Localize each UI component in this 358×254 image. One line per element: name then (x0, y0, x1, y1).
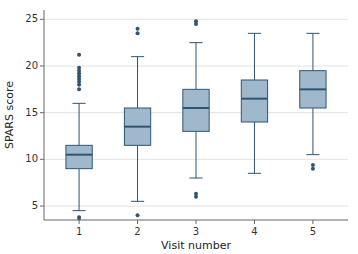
y-axis-label: SPARS score (3, 81, 16, 149)
y-tick-label: 25 (25, 13, 38, 24)
median (241, 98, 267, 100)
y-tick (40, 206, 44, 207)
y-tick (40, 66, 44, 67)
y-tick (40, 112, 44, 113)
x-tick (137, 220, 138, 224)
cap-low (189, 178, 202, 179)
x-tick-label: 2 (134, 226, 140, 237)
cap-high (73, 103, 86, 104)
x-tick-label: 5 (310, 226, 316, 237)
x-axis-line (44, 220, 348, 221)
median (300, 88, 326, 90)
cap-high (248, 33, 261, 34)
whisker-low (196, 131, 197, 178)
box (183, 89, 209, 131)
cap-low (73, 210, 86, 211)
y-tick-label: 10 (25, 153, 38, 164)
flier (311, 167, 315, 171)
box (300, 71, 326, 108)
whisker-low (254, 122, 255, 173)
flier (77, 66, 81, 70)
box-group (66, 53, 92, 220)
flier (136, 31, 140, 35)
whisker-high (312, 33, 313, 70)
flier (194, 19, 198, 23)
cap-low (131, 201, 144, 202)
whisker-low (137, 145, 138, 201)
y-tick-label: 15 (25, 107, 38, 118)
y-tick (40, 19, 44, 20)
y-tick-label: 5 (32, 200, 38, 211)
flier (77, 215, 81, 219)
whisker-high (196, 43, 197, 90)
cap-high (189, 42, 202, 43)
flier (77, 87, 81, 91)
chart: 5 10 15 20 25 1 2 3 4 5 Visit number SPARS score (0, 0, 358, 254)
box-group (183, 19, 209, 198)
box-group (124, 27, 150, 218)
median (124, 126, 150, 128)
flier (311, 163, 315, 167)
cap-low (306, 154, 319, 155)
box (241, 80, 267, 122)
box (66, 145, 92, 168)
x-tick (79, 220, 80, 224)
y-axis-line (44, 10, 45, 220)
whisker-low (79, 169, 80, 211)
median (66, 154, 92, 156)
whisker-low (312, 108, 313, 155)
whisker-high (79, 103, 80, 145)
median (183, 107, 209, 109)
whisker-high (254, 33, 255, 80)
flier (77, 53, 81, 57)
cap-high (131, 56, 144, 57)
x-tick (196, 220, 197, 224)
grid-line (44, 206, 348, 207)
x-tick-label: 1 (76, 226, 82, 237)
y-tick-label: 20 (25, 60, 38, 71)
flier (136, 213, 140, 217)
whisker-high (137, 57, 138, 108)
x-tick-label: 3 (193, 226, 199, 237)
flier (194, 192, 198, 196)
x-tick-label: 4 (251, 226, 257, 237)
cap-high (306, 33, 319, 34)
x-tick (312, 220, 313, 224)
boxes (66, 19, 326, 220)
box (124, 108, 150, 145)
flier (136, 27, 140, 31)
box-group (300, 33, 326, 170)
x-tick (254, 220, 255, 224)
box-group (241, 33, 267, 173)
grid (44, 19, 348, 206)
x-axis-label: Visit number (161, 239, 231, 252)
y-tick (40, 159, 44, 160)
cap-low (248, 173, 261, 174)
